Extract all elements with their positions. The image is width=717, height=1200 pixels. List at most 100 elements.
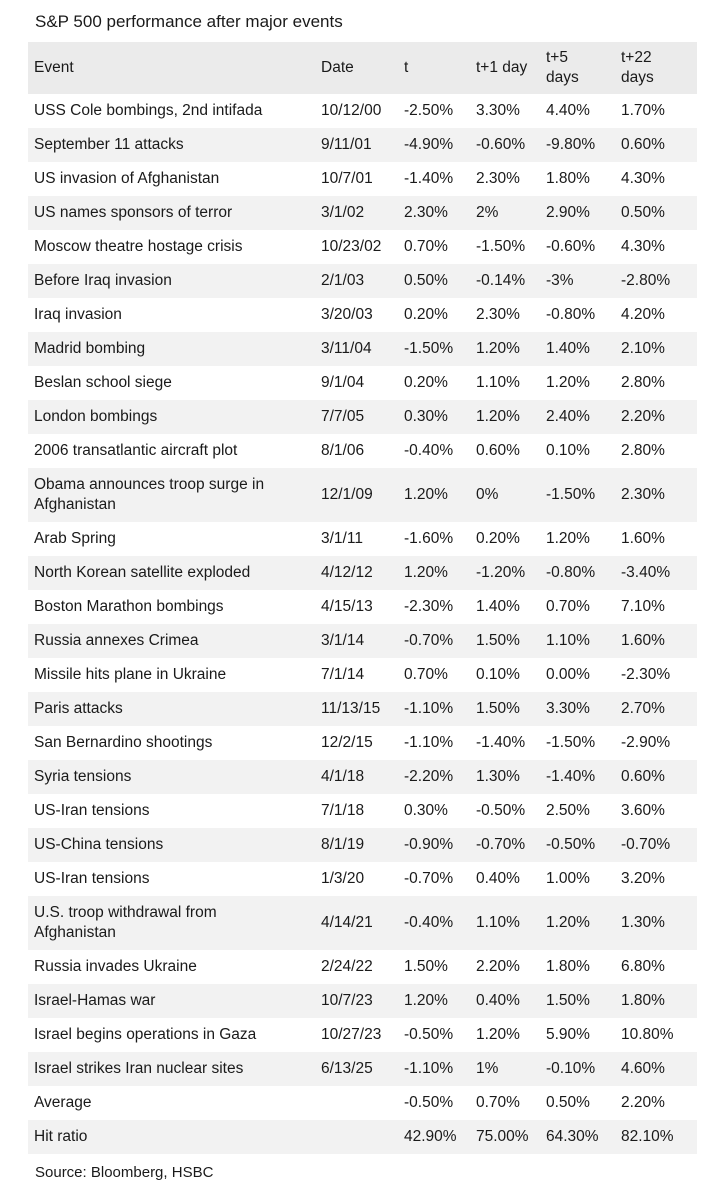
value-cell: -1.50% — [476, 238, 526, 255]
value-cell: 1.20% — [404, 486, 448, 503]
value-cell: -0.50% — [476, 802, 526, 819]
value-cell: -1.10% — [404, 700, 454, 717]
value-cell: -3% — [546, 272, 574, 289]
value-cell: 1.20% — [404, 564, 448, 581]
value-cell: 4.60% — [621, 1060, 665, 1077]
table-row: Israel begins operations in Gaza 10/27/23… — [28, 1018, 697, 1052]
value-cell: -1.20% — [476, 564, 526, 581]
event-cell: USS Cole bombings, 2nd intifada — [34, 102, 263, 119]
value-cell: 4.30% — [621, 170, 665, 187]
value-cell: 8/1/19 — [321, 836, 365, 853]
value-cell: -1.10% — [404, 734, 454, 751]
value-cell: 9/11/01 — [321, 136, 372, 153]
value-cell: -0.50% — [404, 1026, 454, 1043]
table-row: Syria tensions 4/1/18 -2.20% 1.30% -1.40% 0.6… — [28, 760, 697, 794]
value-cell: 1.20% — [546, 914, 590, 931]
column-header: t+1 day — [476, 59, 528, 76]
value-cell — [315, 1120, 398, 1154]
table-row: Paris attacks 11/13/15 -1.10% 1.50% 3.30% 2.7… — [28, 692, 697, 726]
value-cell: -2.50% — [404, 102, 454, 119]
value-cell: 1.00% — [546, 870, 590, 887]
table-row: US-China tensions 8/1/19 -0.90% -0.70% -0.50… — [28, 828, 697, 862]
event-cell: North Korean satellite exploded — [34, 564, 251, 581]
event-cell: US-Iran tensions — [34, 870, 150, 887]
value-cell: 0.40% — [476, 870, 520, 887]
value-cell: 10.80% — [621, 1026, 674, 1043]
value-cell: 10/23/02 — [321, 238, 382, 255]
table-row: Missile hits plane in Ukraine 7/1/14 0.70%… — [28, 658, 697, 692]
value-cell: -2.80% — [621, 272, 671, 289]
column-header: Date — [321, 59, 354, 76]
value-cell: 2.80% — [621, 374, 665, 391]
value-cell: 3/1/14 — [321, 632, 365, 649]
event-cell: Average — [34, 1094, 92, 1111]
value-cell: 1.20% — [476, 340, 520, 357]
value-cell: 3.30% — [476, 102, 520, 119]
value-cell: 7/1/18 — [321, 802, 365, 819]
value-cell: -2.90% — [621, 734, 671, 751]
value-cell: -1.40% — [404, 170, 454, 187]
value-cell: -2.30% — [404, 598, 454, 615]
event-cell: Obama announces troop surge in Afghanist… — [34, 476, 265, 513]
table-row: Hit ratio 42.90% 75.00% 64.30% 82.10% — [28, 1120, 697, 1154]
value-cell: 1.10% — [476, 374, 520, 391]
value-cell: -0.80% — [546, 564, 596, 581]
value-cell: 3.20% — [621, 870, 665, 887]
column-header: t+5 days — [546, 49, 579, 86]
value-cell: 7/1/14 — [321, 666, 365, 683]
event-cell: US-Iran tensions — [34, 802, 150, 819]
value-cell: -0.50% — [546, 836, 596, 853]
value-cell: 0.70% — [476, 1094, 520, 1111]
value-cell: -0.70% — [404, 632, 454, 649]
value-cell: 2.30% — [476, 170, 520, 187]
value-cell: -0.70% — [621, 836, 671, 853]
column-header: t+22 days — [621, 49, 654, 86]
value-cell: 4.30% — [621, 238, 665, 255]
value-cell: 9/1/04 — [321, 374, 365, 391]
value-cell: 2.90% — [546, 204, 590, 221]
event-cell: Paris attacks — [34, 700, 123, 717]
value-cell: 2.50% — [546, 802, 590, 819]
chart-title: S&P 500 performance after major events — [35, 12, 343, 31]
value-cell: -1.50% — [404, 340, 454, 357]
value-cell: 75.00% — [476, 1128, 529, 1145]
value-cell: 1.40% — [476, 598, 520, 615]
table-row: US-Iran tensions 7/1/18 0.30% -0.50% 2.50% 3.… — [28, 794, 697, 828]
value-cell: 1.80% — [621, 992, 665, 1009]
table-row: Average -0.50% 0.70% 0.50% 2.20% — [28, 1086, 697, 1120]
event-cell: Syria tensions — [34, 768, 132, 785]
value-cell: 0.20% — [404, 374, 448, 391]
value-cell: 4/14/21 — [321, 914, 373, 931]
value-cell: 3/1/02 — [321, 204, 365, 221]
value-cell: 3/1/11 — [321, 530, 363, 547]
value-cell: -0.40% — [404, 442, 454, 459]
value-cell: 10/27/23 — [321, 1026, 382, 1043]
table-row: Madrid bombing 3/11/04 -1.50% 1.20% 1.40% 2.1… — [28, 332, 697, 366]
value-cell: 3.30% — [546, 700, 590, 717]
event-cell: Boston Marathon bombings — [34, 598, 224, 615]
value-cell: 0.20% — [404, 306, 448, 323]
table-row: US-Iran tensions 1/3/20 -0.70% 0.40% 1.00% 3.… — [28, 862, 697, 896]
value-cell: 0.30% — [404, 408, 448, 425]
event-cell: Russia invades Ukraine — [34, 958, 197, 975]
value-cell: 1.50% — [546, 992, 590, 1009]
value-cell: 2.70% — [621, 700, 665, 717]
table-row: Boston Marathon bombings 4/15/13 -2.30% 1.4… — [28, 590, 697, 624]
value-cell: -0.50% — [404, 1094, 454, 1111]
value-cell: 4.20% — [621, 306, 665, 323]
value-cell: 2.80% — [621, 442, 665, 459]
value-cell: 11/13/15 — [321, 700, 381, 717]
table-row: Moscow theatre hostage crisis 10/23/02 0.7… — [28, 230, 697, 264]
value-cell: 7/7/05 — [321, 408, 365, 425]
value-cell: 12/2/15 — [321, 734, 373, 751]
value-cell: -0.90% — [404, 836, 454, 853]
table-row: London bombings 7/7/05 0.30% 1.20% 2.40% 2.20… — [28, 400, 697, 434]
value-cell: -0.10% — [546, 1060, 596, 1077]
value-cell: 64.30% — [546, 1128, 599, 1145]
value-cell: 0.10% — [546, 442, 590, 459]
value-cell: 2.40% — [546, 408, 590, 425]
event-cell: Before Iraq invasion — [34, 272, 172, 289]
value-cell: 4/15/13 — [321, 598, 373, 615]
value-cell: 5.90% — [546, 1026, 590, 1043]
